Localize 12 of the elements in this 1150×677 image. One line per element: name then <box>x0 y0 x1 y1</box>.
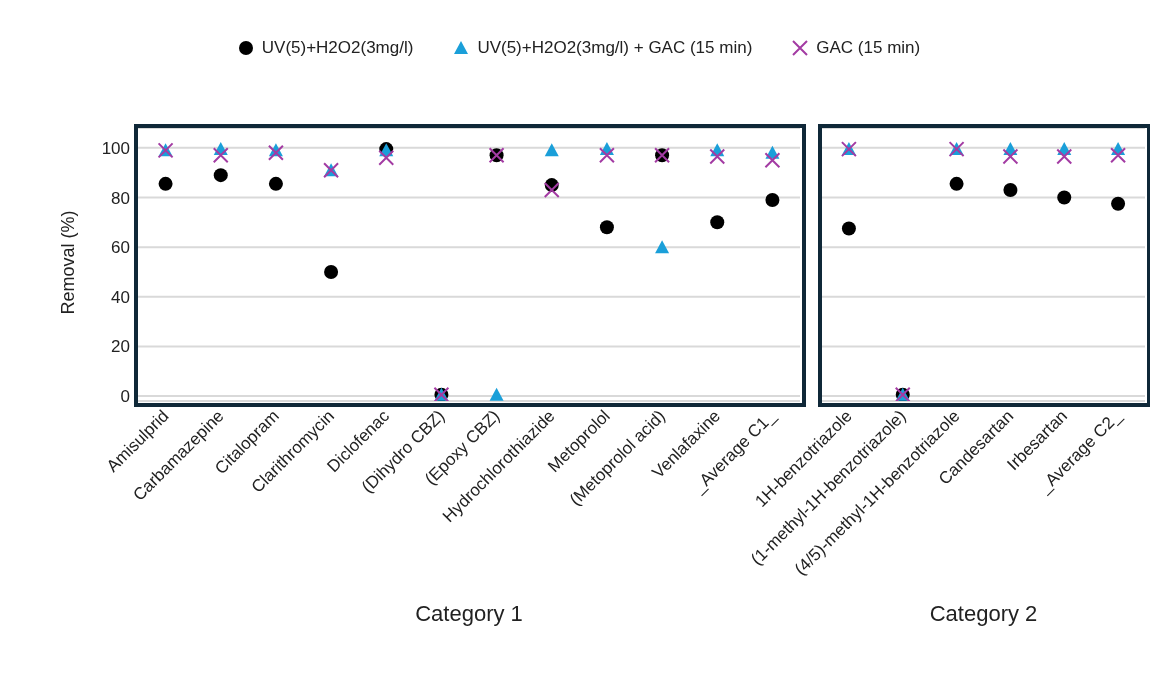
legend-label: GAC (15 min) <box>816 38 921 58</box>
y-tick-label: 60 <box>111 238 130 258</box>
x-axis-title: Category 1 <box>415 601 523 626</box>
legend-label: UV(5)+H2O2(3mg/l) <box>261 38 414 58</box>
x-axis-title: Category 2 <box>929 601 1038 626</box>
y-tick-label: 100 <box>101 138 130 158</box>
y-axis-title: Removal (%) <box>58 210 79 315</box>
legend-label: UV(5)+H2O2(3mg/l) + GAC (15 min) <box>477 38 753 58</box>
y-tick-label: 0 <box>120 387 130 407</box>
y-tick-label: 40 <box>111 287 130 307</box>
y-tick-label: 20 <box>111 337 130 357</box>
y-tick-label: 80 <box>111 188 130 208</box>
